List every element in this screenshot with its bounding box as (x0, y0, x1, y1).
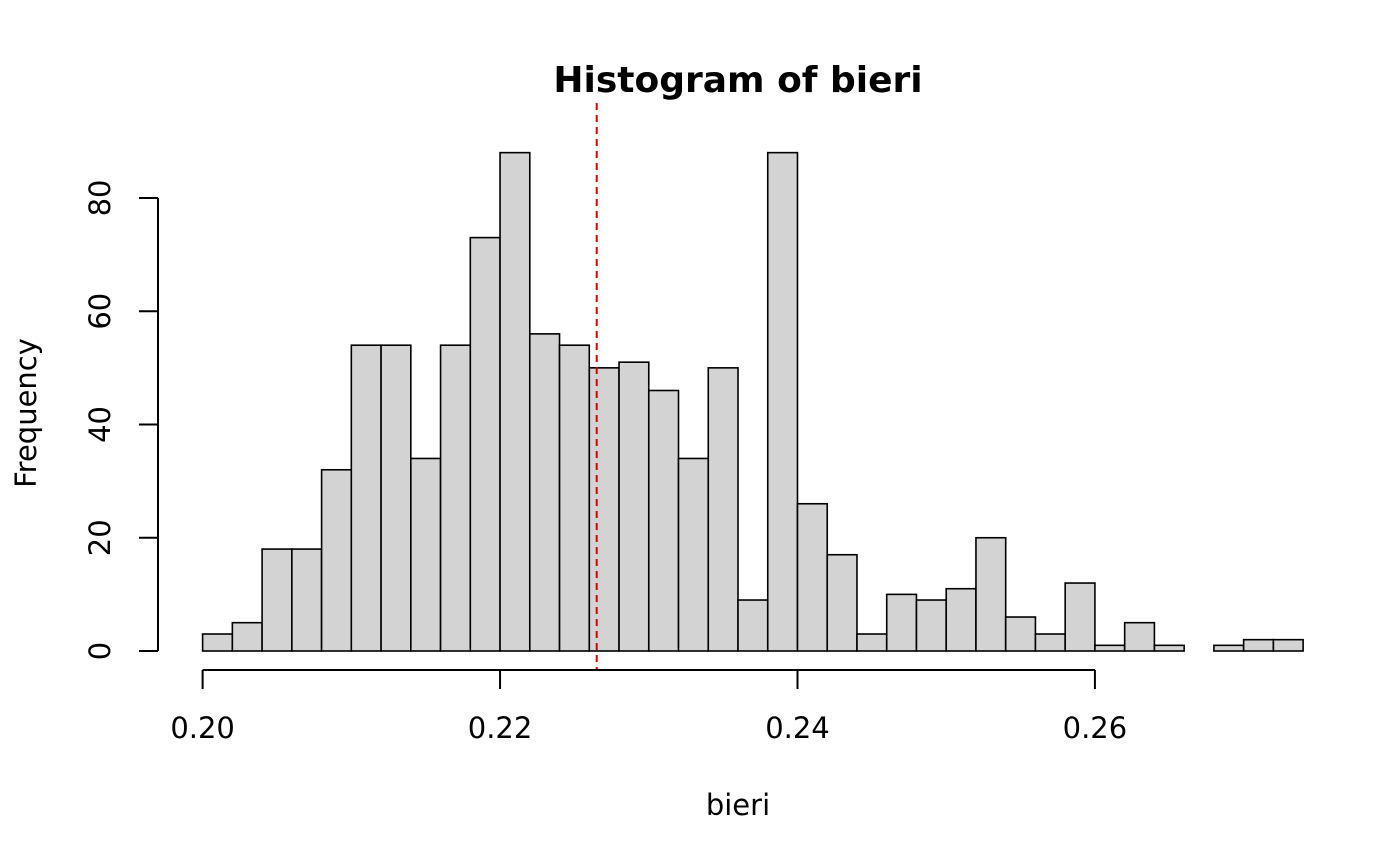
chart-title: Histogram of bieri (553, 60, 922, 101)
x-tick-label: 0.26 (1063, 711, 1128, 745)
histogram-bar (320, 468, 353, 652)
histogram-bar (915, 599, 948, 652)
histogram-bar (826, 553, 858, 652)
y-axis-label: Frequency (9, 338, 43, 488)
histogram-bar (588, 367, 620, 652)
histogram-bar (796, 502, 829, 652)
histogram-bar (1242, 638, 1275, 652)
histogram-bar (231, 621, 263, 652)
x-tick-label: 0.22 (468, 711, 533, 745)
y-tick-label: 0 (83, 642, 117, 660)
histogram-bars (201, 151, 1304, 652)
x-axis-label: bieri (706, 788, 770, 822)
histogram-bar (1213, 644, 1245, 652)
y-tick-label: 20 (83, 519, 117, 556)
histogram-bar (1064, 582, 1096, 652)
histogram-bar (945, 587, 977, 652)
x-axis: 0.20 0.22 0.24 0.26 (170, 669, 1128, 745)
histogram-bar (885, 593, 918, 652)
histogram-bar (380, 344, 412, 652)
histogram-bar (647, 389, 680, 652)
y-tick-label: 60 (83, 293, 117, 330)
histogram-bar (766, 151, 799, 652)
histogram-bar (528, 333, 561, 652)
x-tick-label: 0.20 (170, 711, 235, 745)
histogram-bar (1034, 633, 1066, 652)
histogram-bar (558, 344, 591, 652)
histogram-bar (410, 457, 442, 652)
histogram-bar (350, 344, 382, 652)
histogram-bar (975, 536, 1007, 652)
histogram-bar (291, 548, 323, 652)
histogram-bar (439, 344, 472, 652)
histogram-bar (1123, 621, 1156, 652)
histogram-bar (1153, 644, 1185, 652)
histogram-bar (856, 633, 888, 652)
y-tick-label: 80 (83, 180, 117, 217)
histogram-bar (737, 599, 769, 652)
histogram-bar (261, 548, 293, 652)
histogram-bar (1272, 638, 1304, 652)
y-tick-label: 40 (83, 406, 117, 443)
histogram-bar (677, 457, 710, 652)
histogram-bar (201, 633, 234, 652)
histogram-bar (469, 236, 501, 652)
histogram-bar (499, 151, 531, 652)
histogram-bar (707, 367, 739, 652)
histogram-bar (1094, 644, 1126, 652)
x-tick-label: 0.24 (765, 711, 830, 745)
y-axis: 0 20 40 60 80 (83, 180, 159, 660)
histogram-bar (1004, 616, 1037, 652)
histogram-bar (618, 361, 650, 652)
